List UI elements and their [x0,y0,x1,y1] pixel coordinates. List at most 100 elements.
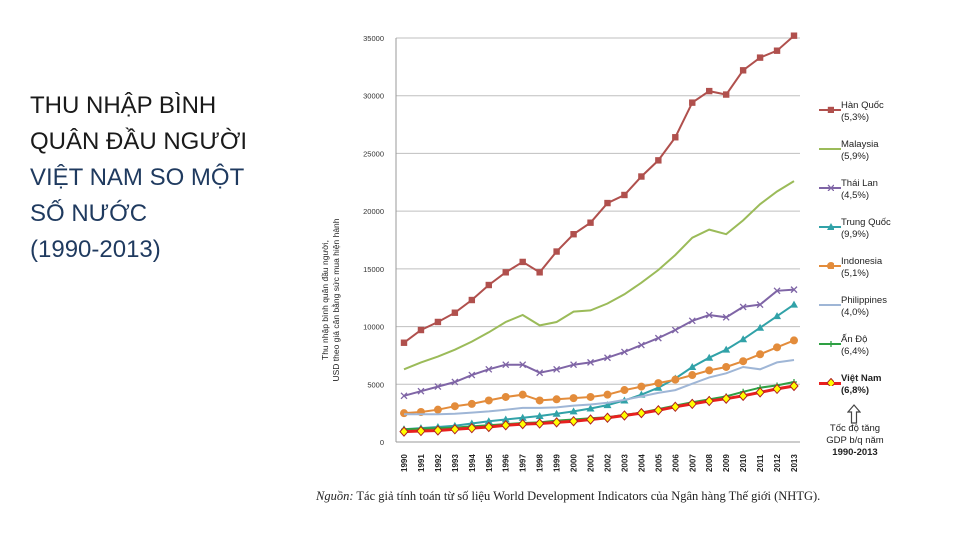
data-point [552,395,561,404]
data-point [756,301,764,309]
x-tick-label: 2012 [773,454,782,472]
data-point [534,418,545,429]
data-point [653,405,664,416]
data-point [467,399,476,408]
legend-rate: (6,4%) [841,346,869,357]
legend-marker [827,184,834,191]
legend-rate: (9,9%) [841,229,869,240]
x-tick-label: 2011 [756,454,765,472]
data-point [468,371,476,379]
y-tick-label: 10000 [363,323,384,332]
legend-rate: (5,3%) [841,112,869,123]
data-point [433,425,443,436]
up-arrow-icon [847,404,861,424]
y-tick-label: 25000 [363,149,384,158]
legend-name: Ấn Độ [841,334,868,345]
data-point [672,134,679,141]
legend-item: Việt Nam (6,8%) [813,373,933,412]
data-point [739,357,748,366]
y-axis-label: Thu nhập bình quân đầu người, USD theo g… [320,130,350,470]
data-point [570,231,577,238]
data-point [773,47,781,54]
data-point [484,421,494,433]
y-tick-label: 0 [380,438,384,447]
legend-name: Indonesia [841,256,883,267]
legend-rate: (4,5%) [841,190,869,201]
data-point [739,303,747,311]
data-point [433,405,442,414]
data-point [688,371,697,380]
legend-item: Trung Quốc (9,9%) [813,217,933,256]
legend-marker [826,378,834,386]
x-tick-label: 2001 [587,454,596,472]
legend-rate: (5,9%) [841,151,869,162]
data-point [654,383,663,391]
legend-rate: (4,0%) [841,307,869,318]
y-tick-label: 20000 [363,207,384,216]
data-point [485,365,493,373]
data-point [553,248,560,255]
data-point [417,387,425,395]
data-point [586,404,595,412]
x-tick-label: 2004 [637,454,646,472]
title-line-4: SỐ NƯỚC [30,200,148,227]
x-tick-label: 2002 [603,454,612,472]
data-point [722,345,731,353]
x-tick-label: 1992 [434,454,443,472]
series-line [403,34,795,344]
data-point [655,157,662,164]
legend-item: Thái Lan (4,5%) [813,178,933,217]
data-point [773,312,782,320]
data-point [772,383,782,395]
data-point [536,369,544,377]
legend-item: Indonesia (5,1%) [813,256,933,295]
data-point [722,313,730,321]
data-point [450,402,459,411]
data-point [451,309,459,316]
data-point [399,426,409,437]
data-point [773,287,781,295]
data-point [587,219,594,226]
data-point [434,318,442,326]
chart-legend: Hàn Quốc (5,3%) Malaysia (5,9%) Thái Lan (4,5… [813,100,933,412]
data-point [704,395,714,407]
data-point [827,106,834,113]
data-point [721,393,731,404]
legend-marker [827,262,834,269]
data-point [586,392,595,401]
data-point [518,390,527,399]
data-point [756,54,764,61]
data-point [400,392,408,400]
legend-item: Hàn Quốc (5,3%) [813,100,933,139]
series-Hàn Quốc [400,32,798,346]
x-tick-label: 2010 [739,454,748,472]
data-point [739,67,747,74]
series-line [403,288,795,397]
data-point [638,173,645,180]
data-point [519,258,526,266]
data-point [501,420,511,431]
data-point [604,354,611,362]
growth-note-line-1: Tốc độ tăng [829,423,881,434]
series-Thái Lan [400,286,798,400]
data-point [518,418,528,430]
data-point [827,184,834,191]
legend-marker [827,106,834,113]
data-point [451,378,459,386]
x-tick-label: 1991 [417,454,426,472]
y-axis-label-line-2: USD theo giá cân bằng sức mua hiện hành [331,218,341,382]
data-point [722,91,730,98]
legend-marker [828,341,834,347]
data-point [654,334,662,342]
y-tick-label: 35000 [363,34,384,43]
series-Indonesia [400,336,798,418]
data-point [535,412,544,420]
x-tick-label: 2008 [705,454,714,472]
data-point [587,358,594,366]
data-point [484,417,493,425]
y-tick-label: 5000 [367,380,384,389]
x-axis-ticks: 1990 1991 1992 1993 1994 1995 1996 1997 1998 1999… [400,454,799,472]
title-line-1: THU NHẬP BÌNH [30,92,217,119]
data-point [826,378,834,386]
